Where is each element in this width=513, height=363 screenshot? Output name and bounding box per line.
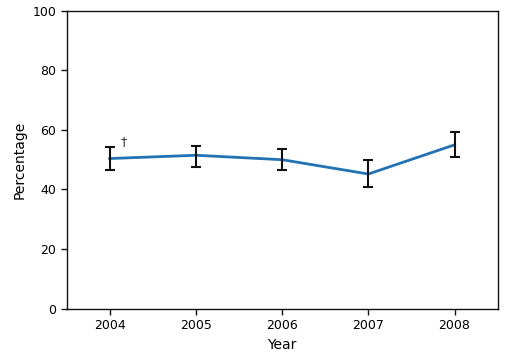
Y-axis label: Percentage: Percentage — [13, 121, 27, 199]
Text: †: † — [121, 135, 127, 148]
X-axis label: Year: Year — [267, 338, 297, 351]
